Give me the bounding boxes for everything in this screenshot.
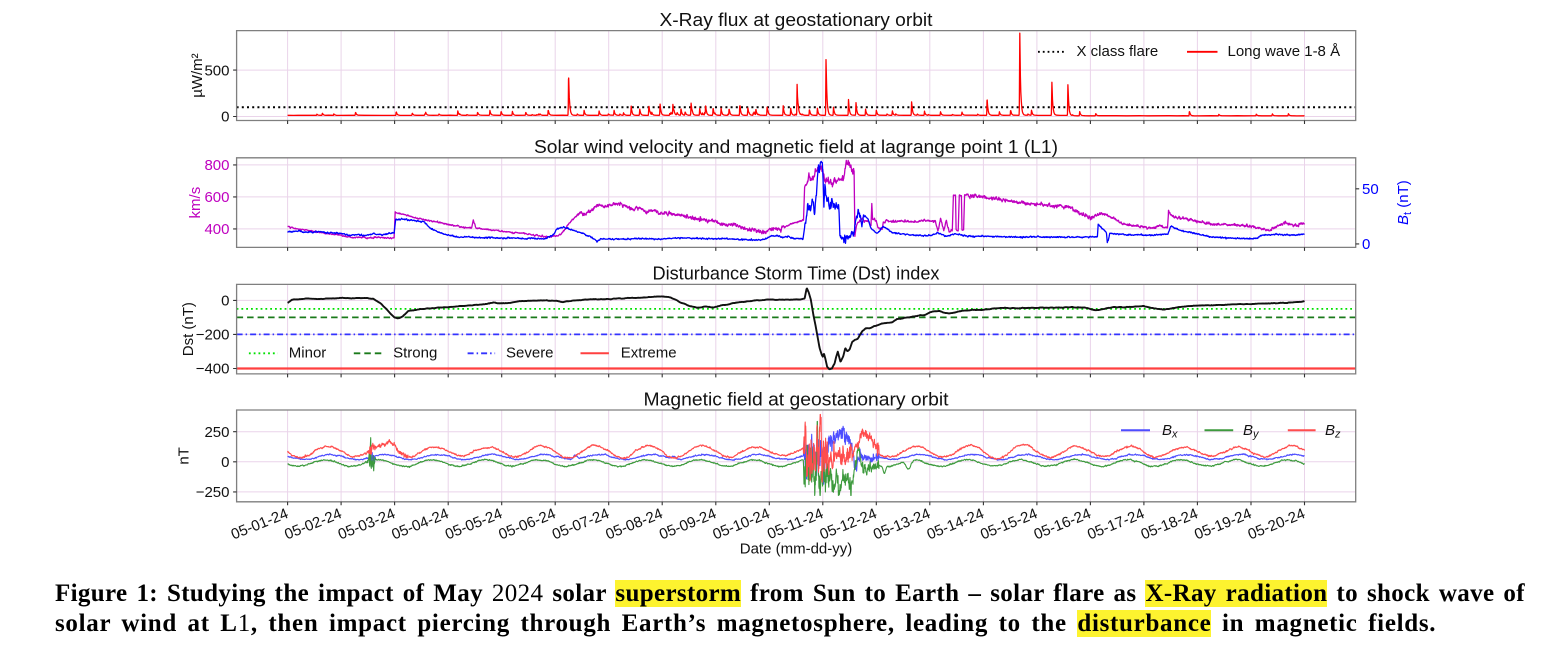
- svg-text:−250: −250: [196, 484, 230, 501]
- svg-text:Magnetic field at geostationar: Magnetic field at geostationary orbit: [644, 389, 949, 409]
- svg-text:Bt (nT): Bt (nT): [1395, 180, 1414, 225]
- svg-text:nT: nT: [176, 447, 193, 465]
- svg-text:250: 250: [204, 424, 229, 441]
- svg-text:Long wave 1-8 Å: Long wave 1-8 Å: [1228, 43, 1341, 60]
- svg-text:X-Ray flux at geostationary or: X-Ray flux at geostationary orbit: [660, 10, 933, 30]
- svg-text:600: 600: [204, 189, 229, 206]
- svg-text:Extreme: Extreme: [621, 345, 677, 362]
- svg-text:Minor: Minor: [289, 345, 327, 362]
- svg-text:µW/m²: µW/m²: [189, 53, 206, 97]
- svg-text:0: 0: [1362, 236, 1370, 253]
- svg-text:Disturbance Storm Time (Dst) i: Disturbance Storm Time (Dst) index: [653, 264, 940, 284]
- svg-text:−200: −200: [196, 327, 230, 344]
- svg-text:Date (mm-dd-yy): Date (mm-dd-yy): [740, 541, 853, 558]
- svg-text:km/s: km/s: [187, 187, 204, 219]
- svg-text:50: 50: [1362, 181, 1379, 198]
- svg-text:X class flare: X class flare: [1077, 43, 1159, 60]
- svg-text:Solar wind velocity and magnet: Solar wind velocity and magnetic field a…: [534, 137, 1058, 157]
- svg-text:−400: −400: [196, 361, 230, 378]
- svg-text:800: 800: [204, 157, 229, 174]
- svg-text:500: 500: [204, 62, 229, 79]
- svg-text:Strong: Strong: [393, 345, 437, 362]
- svg-text:400: 400: [204, 221, 229, 238]
- svg-text:0: 0: [221, 293, 229, 310]
- svg-text:Dst (nT): Dst (nT): [180, 302, 197, 356]
- svg-text:Severe: Severe: [506, 345, 554, 362]
- svg-text:0: 0: [221, 454, 229, 471]
- svg-text:0: 0: [221, 109, 229, 126]
